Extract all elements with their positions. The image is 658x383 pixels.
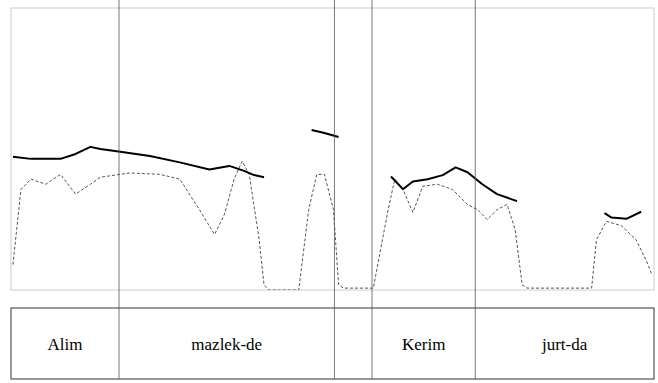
boundary-line bbox=[372, 0, 373, 379]
pitch-contour bbox=[13, 130, 641, 219]
interval-label: jurt-da bbox=[541, 335, 588, 354]
interval-label: Kerim bbox=[402, 335, 445, 354]
plot-frame bbox=[11, 8, 654, 290]
boundary-line bbox=[119, 0, 120, 379]
tier-frame bbox=[11, 308, 654, 379]
intensity-contour bbox=[13, 161, 652, 290]
boundary-line bbox=[475, 0, 476, 379]
interval-label: Alim bbox=[48, 335, 83, 354]
plot-area bbox=[13, 130, 652, 290]
interval-label: mazlek-de bbox=[191, 335, 262, 354]
boundary-line bbox=[334, 0, 335, 379]
